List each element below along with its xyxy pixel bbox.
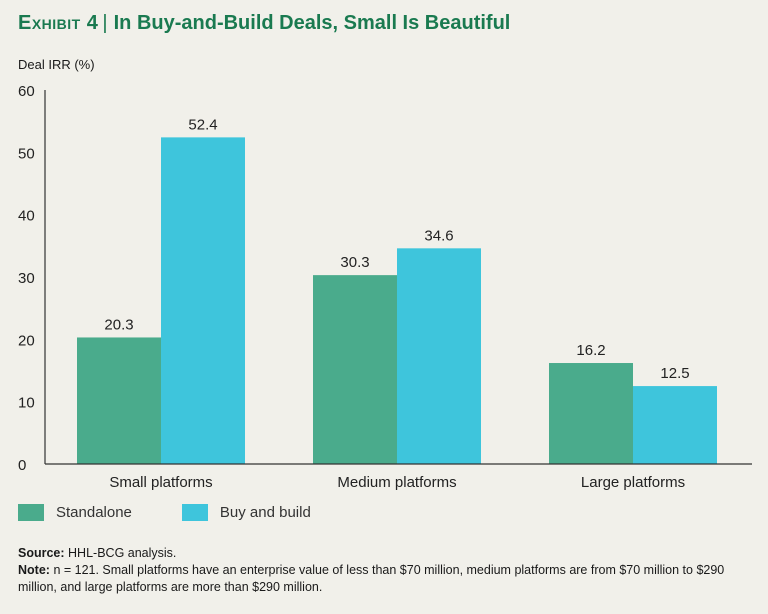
- data-label-medium-platforms-standalone: 30.3: [340, 254, 369, 271]
- y-tick-label-0: 0: [18, 457, 26, 474]
- data-label-medium-platforms-buy-and-build: 34.6: [424, 227, 453, 244]
- data-label-large-platforms-buy-and-build: 12.5: [660, 365, 689, 382]
- note-text: n = 121. Small platforms have an enterpr…: [18, 563, 725, 594]
- x-tick-label-small-platforms: Small platforms: [109, 474, 212, 491]
- footnotes: Source: HHL-BCG analysis. Note: n = 121.…: [18, 545, 753, 596]
- bar-small-platforms-buy-and-build: [161, 137, 245, 464]
- source-text: HHL-BCG analysis.: [68, 546, 177, 560]
- legend-label-buy-and-build: Buy and build: [219, 504, 311, 521]
- legend: Standalone Buy and build: [18, 504, 361, 521]
- y-tick-label-60: 60: [18, 83, 35, 100]
- y-tick-label-10: 10: [18, 395, 35, 412]
- y-tick-label-30: 30: [18, 270, 35, 287]
- data-label-large-platforms-standalone: 16.2: [576, 342, 605, 359]
- source-label: Source:: [18, 546, 65, 560]
- legend-swatch-buy-and-build: [181, 504, 208, 521]
- bar-medium-platforms-standalone: [313, 275, 397, 464]
- bar-large-platforms-buy-and-build: [633, 386, 717, 464]
- x-tick-label-large-platforms: Large platforms: [581, 474, 685, 491]
- bar-small-platforms-standalone: [77, 337, 161, 464]
- legend-item-standalone: Standalone: [18, 504, 132, 521]
- legend-label-standalone: Standalone: [56, 504, 132, 521]
- note-line: Note: n = 121. Small platforms have an e…: [18, 562, 753, 596]
- source-line: Source: HHL-BCG analysis.: [18, 545, 753, 562]
- title-separator: |: [102, 12, 108, 34]
- bar-chart: 0 10 20 30 40 50 60 20.3 52.4 Small platforms 30.3…: [18, 83, 752, 491]
- bar-large-platforms-standalone: [549, 363, 633, 464]
- x-tick-label-medium-platforms: Medium platforms: [337, 474, 456, 491]
- legend-swatch-standalone: [18, 504, 44, 521]
- y-tick-label-40: 40: [18, 208, 35, 225]
- y-tick-label-50: 50: [18, 145, 35, 162]
- data-label-small-platforms-standalone: 20.3: [104, 316, 133, 333]
- y-tick-label-20: 20: [18, 332, 35, 349]
- title-text: In Buy-and-Build Deals, Small Is Beautif…: [113, 12, 511, 34]
- legend-item-buy-and-build: Buy and build: [181, 504, 311, 521]
- exhibit-label: Exhibit 4: [18, 12, 99, 34]
- chart-title: Exhibit 4 | In Buy-and-Build Deals, Small …: [18, 12, 510, 35]
- y-axis-title: Deal IRR (%): [18, 57, 95, 72]
- data-label-small-platforms-buy-and-build: 52.4: [188, 116, 217, 133]
- note-label: Note:: [18, 563, 50, 577]
- bar-medium-platforms-buy-and-build: [397, 248, 481, 464]
